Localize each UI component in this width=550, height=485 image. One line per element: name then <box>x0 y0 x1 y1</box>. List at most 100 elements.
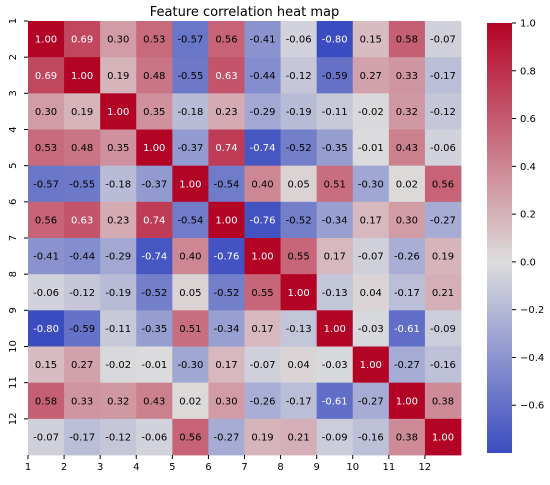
cell-value-labels: 1.00 0.69 0.30 0.53 -0.57 0.56 -0.41 -0.06 -0.80… <box>33 35 456 444</box>
cell-value-label: 1.00 <box>396 396 418 407</box>
cell-value-label: -0.54 <box>214 179 240 190</box>
cell-value-label: 0.27 <box>360 71 382 82</box>
heatmap-cell <box>316 21 354 58</box>
cell-value-label: 0.58 <box>396 35 418 46</box>
cell-value-label: -0.18 <box>105 179 131 190</box>
heatmap-cell <box>244 418 281 456</box>
cell-value-label: -0.18 <box>177 107 203 118</box>
heatmap-cell <box>244 346 281 384</box>
heatmap-cell <box>316 274 354 311</box>
heatmap-cell <box>208 382 245 420</box>
heatmap-cell <box>316 382 354 420</box>
cell-value-label: -0.12 <box>69 288 95 299</box>
cell-value-label: -0.29 <box>250 107 276 118</box>
cell-value-label: -0.26 <box>394 252 420 263</box>
colorbar-tick-label: −0.4 <box>520 353 544 364</box>
cell-value-label: -0.34 <box>214 324 240 335</box>
heatmap-cell <box>208 129 245 167</box>
heatmap-cell <box>100 201 137 239</box>
cell-value-label: 0.02 <box>179 396 201 407</box>
heatmap-cell <box>64 418 101 456</box>
cell-value-label: 1.00 <box>287 288 309 299</box>
cell-value-label: 1.00 <box>35 35 57 46</box>
cell-value-label: -0.16 <box>430 360 456 371</box>
cell-value-label: 0.69 <box>71 35 93 46</box>
heatmap-cell <box>100 346 137 384</box>
cell-value-label: 0.56 <box>35 215 57 226</box>
colorbar-tick-label: 1.0 <box>520 19 536 30</box>
heatmap-cell <box>280 93 318 130</box>
heatmap-cell <box>100 165 137 203</box>
heatmap-cell <box>244 238 281 275</box>
heatmap-cell <box>388 201 426 239</box>
heatmap-cell <box>424 274 462 311</box>
heatmap-cell <box>136 238 173 275</box>
cell-value-label: 1.00 <box>324 324 346 335</box>
heatmap-cell <box>28 201 65 239</box>
cell-value-label: 0.33 <box>71 396 93 407</box>
heatmap-cell <box>28 129 65 167</box>
heatmap-cell <box>244 21 281 58</box>
heatmap-cell <box>388 346 426 384</box>
y-tick-label: 5 <box>8 162 19 168</box>
colorbar-gradient <box>487 23 512 453</box>
heatmap-cell <box>388 165 426 203</box>
cell-value-label: -0.09 <box>430 324 456 335</box>
cell-value-label: 0.56 <box>432 179 454 190</box>
heatmap-cell <box>424 57 462 94</box>
heatmap-cell <box>208 93 245 130</box>
heatmap-cell <box>388 21 426 58</box>
cell-value-label: 0.04 <box>360 288 382 299</box>
cell-value-label: -0.26 <box>250 396 276 407</box>
heatmap-cell <box>316 57 354 94</box>
cell-value-label: -0.61 <box>322 396 348 407</box>
cell-value-label: -0.30 <box>358 179 384 190</box>
cell-value-label: -0.27 <box>358 396 384 407</box>
heatmap-cell <box>172 238 209 275</box>
x-tick-label: 7 <box>241 462 247 473</box>
cell-value-label: -0.13 <box>286 324 312 335</box>
heatmap-cell <box>244 201 281 239</box>
cell-value-label: -0.29 <box>105 252 131 263</box>
x-axis-ticks: 1 2 3 4 5 6 7 8 9 10 11 12 <box>25 455 431 473</box>
cell-value-label: -0.76 <box>250 215 276 226</box>
heatmap-cell <box>172 93 209 130</box>
cell-value-label: -0.35 <box>141 324 167 335</box>
heatmap-cell <box>172 274 209 311</box>
cell-value-label: -0.07 <box>33 432 59 443</box>
cell-value-label: -0.34 <box>322 215 348 226</box>
heatmap-cell <box>388 57 426 94</box>
heatmap-cell <box>424 418 462 456</box>
cell-value-label: 0.19 <box>251 432 273 443</box>
heatmap-cell <box>208 57 245 94</box>
heatmap-cell <box>352 382 390 420</box>
heatmap-cell <box>352 93 390 130</box>
heatmap-cell <box>136 418 173 456</box>
cell-value-label: -0.37 <box>177 143 203 154</box>
cell-value-label: 0.35 <box>107 143 129 154</box>
y-tick-label: 1 <box>8 18 19 24</box>
heatmap-cell <box>388 274 426 311</box>
heatmap-cell <box>352 165 390 203</box>
cell-value-label: 0.56 <box>215 35 237 46</box>
heatmap-cell <box>280 382 318 420</box>
heatmap-cell <box>172 165 209 203</box>
heatmap-cell <box>208 274 245 311</box>
cell-value-label: 0.40 <box>251 179 273 190</box>
cell-value-label: 0.32 <box>107 396 129 407</box>
cell-value-label: -0.17 <box>69 432 95 443</box>
x-tick-label: 1 <box>25 462 31 473</box>
x-tick-label: 4 <box>133 462 139 473</box>
cell-value-label: -0.17 <box>394 288 420 299</box>
cell-value-label: -0.12 <box>430 107 456 118</box>
cell-value-label: 0.17 <box>324 252 346 263</box>
heatmap-cell <box>424 165 462 203</box>
heatmap-cell <box>244 382 281 420</box>
heatmap-cell <box>316 129 354 167</box>
heatmap-cell <box>28 346 65 384</box>
heatmap-cell <box>172 129 209 167</box>
x-tick-label: 11 <box>382 462 395 473</box>
heatmap-cell <box>208 310 245 347</box>
